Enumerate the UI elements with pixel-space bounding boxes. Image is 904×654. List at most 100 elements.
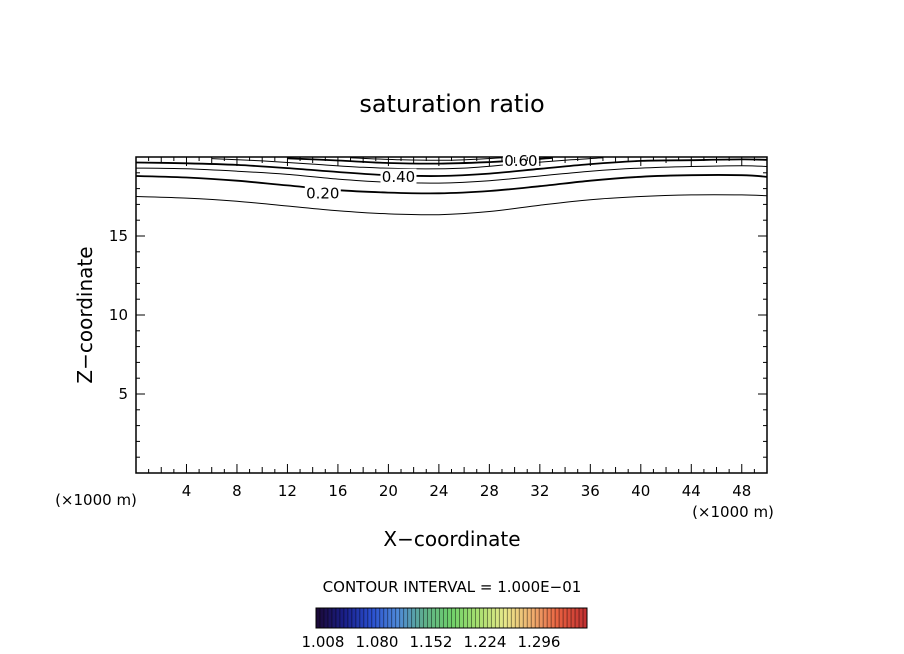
- colorbar-swatch: [435, 608, 440, 628]
- colorbar-swatch: [387, 608, 393, 628]
- contour-interval-label: CONTOUR INTERVAL = 1.000E−01: [323, 578, 582, 596]
- colorbar-swatch: [535, 608, 540, 628]
- colorbar-swatch: [335, 608, 341, 628]
- colorbar-swatch: [323, 608, 329, 628]
- contour-line-0.3: [135, 165, 768, 184]
- colorbar-tick-label: 1.296: [518, 633, 561, 651]
- x-axis-label: X−coordinate: [383, 527, 520, 551]
- colorbar-swatch: [567, 608, 572, 628]
- contour-label-bg: [304, 185, 341, 201]
- colorbar-swatch: [427, 608, 432, 628]
- colorbar-swatch: [575, 608, 580, 628]
- x-unit-label-right: (×1000 m): [692, 503, 774, 521]
- contour-lines-group: [135, 156, 768, 216]
- colorbar-swatch: [563, 608, 568, 628]
- x-tick-label: 40: [631, 482, 650, 500]
- colorbar-swatch: [551, 608, 556, 628]
- colorbar-swatch: [559, 608, 564, 628]
- colorbar-swatch: [547, 608, 552, 628]
- colorbar-swatch: [447, 608, 452, 628]
- x-tick-label: 32: [530, 482, 549, 500]
- colorbar-tick-label: 1.224: [464, 633, 507, 651]
- colorbar-swatch: [515, 608, 520, 628]
- x-tick-label: 4: [182, 482, 192, 500]
- x-tick-label: 28: [480, 482, 499, 500]
- colorbar-swatch: [411, 608, 417, 628]
- x-tick-label: 20: [379, 482, 398, 500]
- plot-frame: [135, 156, 768, 474]
- colorbar-swatch: [351, 608, 357, 628]
- colorbar-swatch: [451, 608, 456, 628]
- colorbar-swatch: [383, 608, 389, 628]
- colorbar-swatch: [483, 608, 488, 628]
- contour-line-0.2: [135, 174, 768, 195]
- colorbar-tick-label: 1.152: [410, 633, 453, 651]
- colorbar-swatch: [467, 608, 472, 628]
- colorbar-swatch: [371, 608, 377, 628]
- colorbar-swatch: [463, 608, 468, 628]
- colorbar-swatch: [331, 608, 337, 628]
- x-tick-label: 48: [732, 482, 751, 500]
- colorbar-swatch: [519, 608, 524, 628]
- colorbar-swatch: [407, 608, 413, 628]
- colorbar-swatch: [379, 608, 385, 628]
- colorbar-swatch: [499, 608, 504, 628]
- colorbar-swatch: [571, 608, 576, 628]
- x-tick-label: 24: [429, 482, 448, 500]
- colorbar-swatch: [475, 608, 480, 628]
- colorbar-swatch: [527, 608, 532, 628]
- colorbar-swatch: [367, 608, 373, 628]
- colorbar-labels: 1.008 1.080 1.152 1.224 1.296: [302, 633, 561, 651]
- contour-line-0.4: [135, 158, 768, 177]
- colorbar-swatch: [479, 608, 484, 628]
- colorbar-frame: [315, 607, 588, 629]
- contour-label: 0.20: [306, 184, 339, 202]
- colorbar-swatch: [459, 608, 464, 628]
- y-tick-label: 10: [109, 306, 128, 324]
- contour-label-bg: [380, 168, 417, 184]
- colorbar-swatch: [583, 608, 588, 628]
- colorbar-swatch: [355, 608, 361, 628]
- y-tick-label: 15: [109, 227, 128, 245]
- contour-labels-group: 0.20 0.40 0.60: [304, 152, 539, 202]
- contour-label: 0.60: [504, 152, 537, 170]
- x-tick-label: 36: [581, 482, 600, 500]
- colorbar: [315, 608, 588, 628]
- colorbar-swatch: [415, 608, 421, 628]
- colorbar-swatch: [419, 608, 425, 628]
- y-axis-label: Z−coordinate: [73, 246, 97, 383]
- y-tick-label: 5: [118, 385, 128, 403]
- x-tick-label: 12: [278, 482, 297, 500]
- colorbar-swatch: [495, 608, 500, 628]
- colorbar-swatch: [471, 608, 476, 628]
- colorbar-swatch: [523, 608, 528, 628]
- x-tick-label: 44: [682, 482, 701, 500]
- colorbar-swatch: [539, 608, 544, 628]
- colorbar-swatch: [395, 608, 401, 628]
- colorbar-tick-label: 1.008: [302, 633, 345, 651]
- contour-line-0.1: [135, 194, 768, 216]
- colorbar-swatch: [403, 608, 409, 628]
- colorbar-swatch: [375, 608, 381, 628]
- colorbar-swatch: [327, 608, 333, 628]
- colorbar-swatch: [363, 608, 369, 628]
- colorbar-swatch: [359, 608, 365, 628]
- x-axis-ticks: 4 8 12 16 20 24 28 32 36 40 44 48: [148, 157, 755, 500]
- x-unit-label-left: (×1000 m): [55, 491, 137, 509]
- colorbar-tick-label: 1.080: [356, 633, 399, 651]
- colorbar-swatch: [511, 608, 516, 628]
- colorbar-swatch: [579, 608, 584, 628]
- colorbar-swatch: [319, 608, 325, 628]
- x-tick-label: 16: [328, 482, 347, 500]
- colorbar-swatch: [543, 608, 548, 628]
- colorbar-swatch: [507, 608, 512, 628]
- colorbar-swatch: [503, 608, 508, 628]
- contour-label-bg: [502, 152, 539, 168]
- colorbar-swatch: [443, 608, 448, 628]
- x-tick-label: 8: [232, 482, 242, 500]
- colorbar-swatch: [555, 608, 560, 628]
- y-axis-ticks: 5 10 15: [109, 172, 767, 458]
- colorbar-swatch: [431, 608, 436, 628]
- colorbar-swatch: [455, 608, 460, 628]
